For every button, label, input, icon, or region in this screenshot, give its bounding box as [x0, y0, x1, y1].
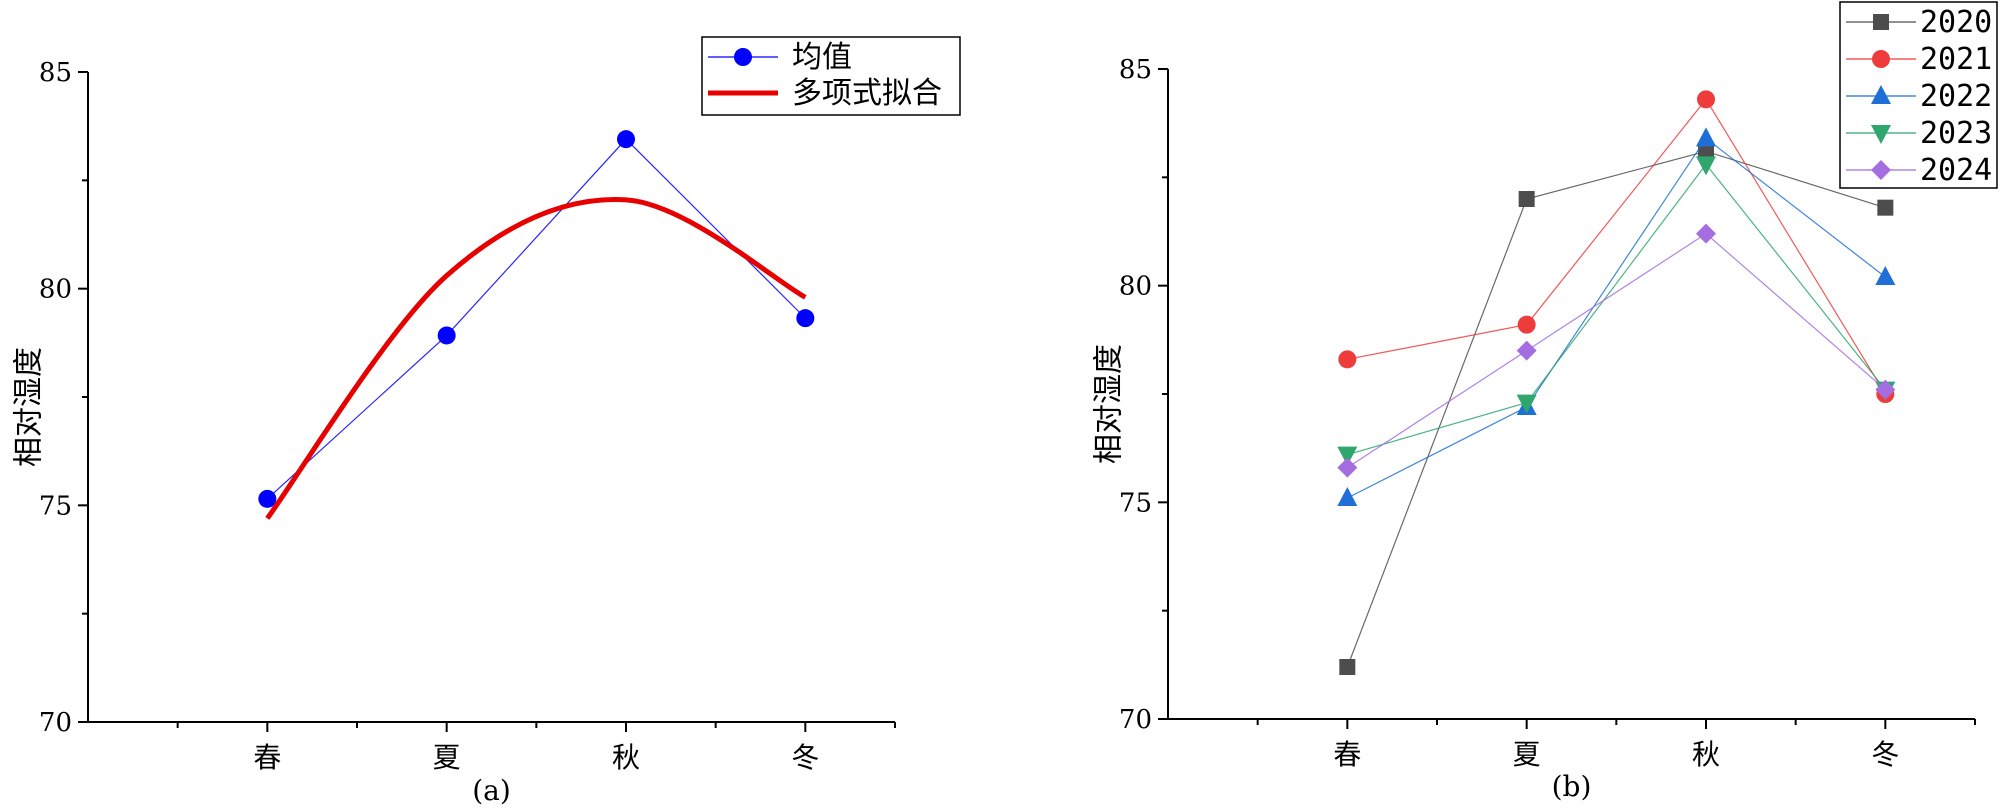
series-5 — [1337, 223, 1896, 478]
y-tick-label: 80 — [1119, 272, 1152, 302]
fit-curve — [265, 197, 807, 520]
data-point — [1337, 446, 1358, 466]
legend-label: 2021 — [1920, 42, 1992, 77]
y-tick-label: 70 — [39, 708, 72, 738]
series-line — [1347, 137, 1886, 499]
legend-label: 2022 — [1920, 79, 1992, 114]
series-line — [1346, 150, 1886, 668]
data-point — [617, 130, 635, 149]
y-tick-label: 85 — [39, 58, 72, 88]
series-1 — [1339, 143, 1894, 675]
legend-marker — [734, 48, 752, 66]
y-tick-label: 80 — [39, 275, 72, 305]
legend-marker — [1871, 160, 1891, 180]
y-tick-label: 85 — [1119, 55, 1152, 85]
data-point — [1337, 487, 1358, 506]
data-point — [1877, 199, 1894, 216]
legend-label: 2023 — [1920, 116, 1992, 151]
data-point — [1516, 394, 1537, 414]
x-tick-label: 冬 — [791, 741, 819, 774]
data-point — [1696, 223, 1716, 244]
data-point — [1337, 457, 1358, 478]
legend-marker — [1872, 50, 1890, 68]
x-tick-label: 春 — [253, 741, 281, 774]
data-point — [1518, 191, 1535, 207]
data-point — [258, 489, 277, 508]
legend-box — [1839, 1, 1998, 189]
data-point — [1697, 90, 1715, 109]
x-tick-label: 夏 — [433, 741, 461, 774]
legend-marker — [1871, 85, 1891, 104]
x-tick-label: 春 — [1333, 738, 1361, 771]
data-point — [796, 309, 815, 328]
panel-caption: (b) — [1552, 770, 1592, 803]
data-point — [1875, 266, 1896, 285]
y-tick-label: 70 — [1119, 705, 1152, 735]
series-1 — [258, 130, 815, 508]
data-point — [1338, 350, 1357, 369]
data-point — [1339, 659, 1356, 675]
data-point — [1516, 340, 1537, 361]
panel-caption: (a) — [472, 774, 511, 807]
data-point — [1875, 379, 1896, 400]
series-line — [266, 138, 806, 500]
y-axis-label: 相对湿度 — [1092, 344, 1127, 464]
data-point — [437, 326, 456, 345]
legend-label: 2024 — [1920, 153, 1992, 188]
series-line — [1347, 232, 1886, 469]
legend-marker — [1873, 14, 1889, 30]
y-axis-label: 相对湿度 — [12, 347, 47, 467]
legend-label: 均值 — [792, 40, 852, 75]
y-tick-label: 75 — [39, 491, 72, 521]
data-point — [1696, 156, 1716, 176]
x-tick-label: 秋 — [612, 741, 640, 774]
legend-label: 多项式拟合 — [792, 76, 942, 111]
series-line — [1347, 98, 1886, 395]
legend-marker — [1871, 125, 1891, 144]
series-2 — [265, 197, 807, 520]
series-2 — [1338, 90, 1895, 403]
data-point — [1698, 143, 1714, 160]
y-tick-label: 75 — [1119, 488, 1152, 518]
x-tick-label: 夏 — [1513, 738, 1541, 771]
data-point — [1696, 127, 1716, 147]
x-tick-label: 秋 — [1692, 738, 1720, 771]
data-point — [1517, 315, 1536, 334]
x-tick-label: 冬 — [1871, 738, 1899, 771]
legend-label: 2020 — [1920, 5, 1992, 40]
series-line — [1347, 163, 1886, 456]
